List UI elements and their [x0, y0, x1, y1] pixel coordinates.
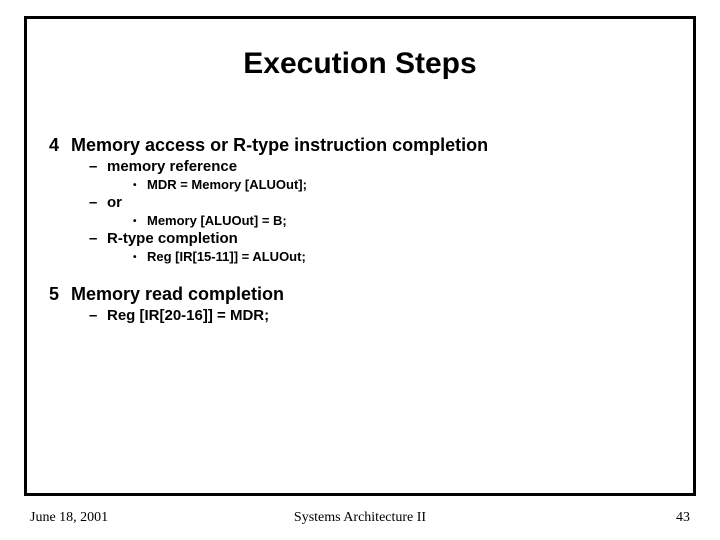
slide-frame: Execution Steps 4 Memory access or R-typ…	[24, 16, 696, 496]
slide-content: 4 Memory access or R-type instruction co…	[49, 127, 671, 324]
footer-date: June 18, 2001	[30, 510, 108, 526]
footer: June 18, 2001 Systems Architecture II 43	[30, 510, 690, 526]
list-text: MDR = Memory [ALUOut];	[147, 177, 307, 192]
footer-page: 43	[676, 510, 690, 526]
list-subitem: – or	[89, 194, 671, 211]
dash-bullet: –	[89, 158, 107, 175]
list-subitem: – Reg [IR[20-16]] = MDR;	[89, 307, 671, 324]
list-text: Memory access or R-type instruction comp…	[71, 135, 488, 156]
dot-bullet: •	[133, 216, 147, 227]
list-text: Memory [ALUOut] = B;	[147, 213, 287, 228]
list-item-4: 4 Memory access or R-type instruction co…	[49, 135, 671, 156]
dot-bullet: •	[133, 180, 147, 191]
list-text: memory reference	[107, 158, 237, 175]
dot-bullet: •	[133, 252, 147, 263]
list-text: or	[107, 194, 122, 211]
list-item-5: 5 Memory read completion	[49, 284, 671, 305]
list-number: 4	[49, 135, 71, 156]
slide: Execution Steps 4 Memory access or R-typ…	[0, 0, 720, 540]
slide-title: Execution Steps	[27, 47, 693, 81]
list-subsubitem: • Reg [IR[15-11]] = ALUOut;	[133, 249, 671, 264]
list-subsubitem: • MDR = Memory [ALUOut];	[133, 177, 671, 192]
dash-bullet: –	[89, 307, 107, 324]
footer-title: Systems Architecture II	[30, 510, 690, 526]
list-number: 5	[49, 284, 71, 305]
dash-bullet: –	[89, 194, 107, 211]
list-text: R-type completion	[107, 230, 238, 247]
list-text: Reg [IR[20-16]] = MDR;	[107, 307, 269, 324]
list-subitem: – memory reference	[89, 158, 671, 175]
list-text: Memory read completion	[71, 284, 284, 305]
dash-bullet: –	[89, 230, 107, 247]
list-text: Reg [IR[15-11]] = ALUOut;	[147, 249, 306, 264]
list-subsubitem: • Memory [ALUOut] = B;	[133, 213, 671, 228]
list-subitem: – R-type completion	[89, 230, 671, 247]
